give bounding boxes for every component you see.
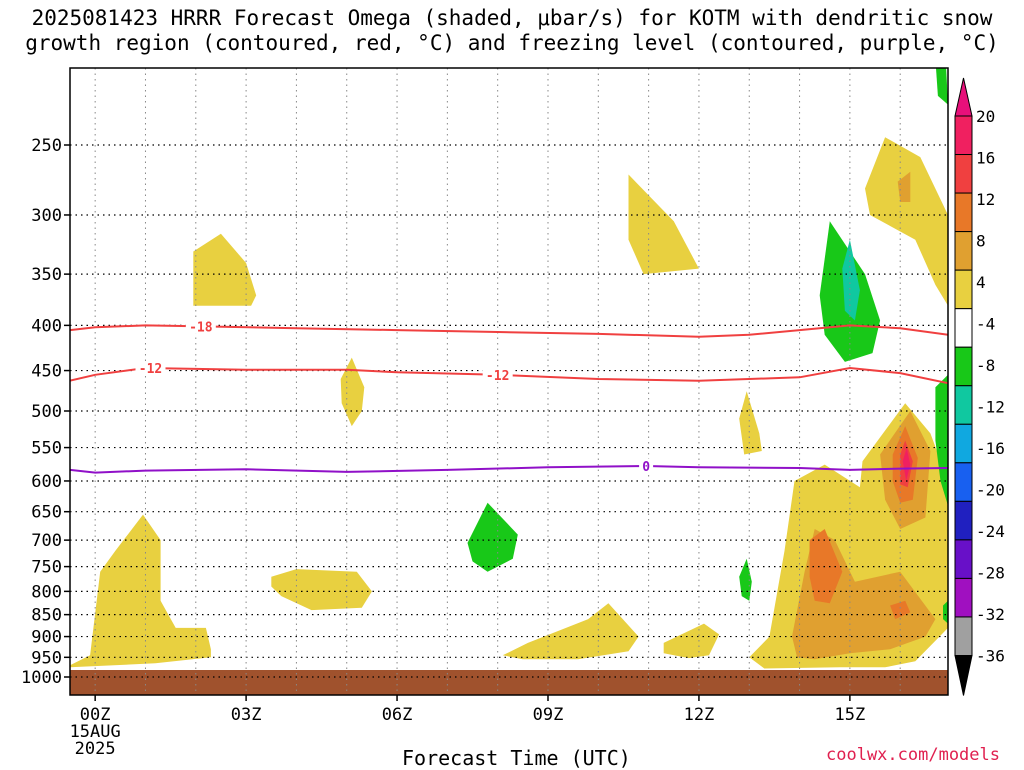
colorbar-box-4 [954,269,973,310]
x-axis-label: Forecast Time (UTC) [402,746,631,770]
colorbar-label-9: -20 [976,481,1005,500]
omega-region-5 [628,174,699,275]
grid-lines [70,68,948,695]
contour-label-0-0: -18 [189,320,213,335]
contour-label-bg-0-0 [185,319,216,334]
colorbar-label-7: -12 [976,398,1005,417]
omega-region-17 [902,447,911,481]
y-tick-label-850: 850 [31,606,62,626]
chart-title-line-1: 2025081423 HRRR Forecast Omega (shaded, … [31,6,993,30]
y-tick-label-750: 750 [31,558,62,578]
omega-region-0 [70,514,211,668]
colorbar-bottom-arrow [954,655,973,696]
x-tick-label-06Z: 06Z [382,705,413,725]
y-tick-label-600: 600 [31,472,62,492]
colorbar-label-12: -32 [976,605,1005,624]
plot-frame [69,67,949,696]
omega-region-21 [935,68,948,105]
contour-label-1-1: -12 [486,369,509,384]
colorbar-label-8: -16 [976,439,1005,458]
omega-region-12 [897,171,911,202]
colorbar-box-11 [954,539,973,579]
omega-region-13 [809,529,843,604]
colorbar-label-3: 8 [976,232,986,251]
y-tick-label-800: 800 [31,582,62,602]
omega-region-23 [943,600,948,624]
y-tick-label-1000: 1000 [21,668,62,688]
omega-region-7 [739,391,762,455]
colorbar-label-10: -24 [976,522,1005,541]
omega-region-4 [502,603,639,660]
colorbar-label-2: 12 [976,190,995,209]
y-tick-label-300: 300 [31,206,62,226]
y-tick-label-650: 650 [31,503,62,523]
x-tick-label-09Z: 09Z [533,705,564,725]
omega-region-24 [842,239,860,321]
x-tick-label-15Z: 15Z [835,705,866,725]
colorbar-label-13: -36 [976,647,1005,666]
x-tick-date: 15AUG [70,722,121,742]
y-tick-label-700: 700 [31,531,62,551]
colorbar-box-9 [954,462,973,502]
y-tick-label-250: 250 [31,136,62,156]
contour-line-0 [70,324,948,338]
contour-label-bg-1-0 [135,361,166,376]
y-tick-label-400: 400 [31,316,62,336]
temperature-contours [70,324,948,474]
contour-line-2 [70,464,948,474]
colorbar-box-6 [954,346,973,387]
colorbar-box-1 [954,154,973,194]
colorbar: 20 16 12 8 4 -4 -8 -12 -16 -20 -24 -28 -32 -36 [954,77,1005,696]
y-tick-label-550: 550 [31,439,62,459]
x-tick-label-12Z: 12Z [684,705,715,725]
contour-label-1-0: -12 [139,362,162,377]
colorbar-label-11: -28 [976,564,1005,583]
omega-region-18 [467,502,518,572]
y-tick-label-450: 450 [31,362,62,382]
x-tick-year: 2025 [75,739,116,759]
omega-region-9 [865,137,948,306]
colorbar-box-3 [954,231,973,271]
contour-label-bg-2-0 [639,458,654,473]
colorbar-label-1: 16 [976,149,995,168]
omega-region-1 [193,233,257,306]
colorbar-label-6: -8 [976,356,995,375]
y-axis-ticks: 2503003504004505005506006507007508008509… [21,136,70,688]
chart-title: 2025081423 HRRR Forecast Omega (shaded, … [0,6,1024,56]
omega-region-6 [663,623,720,659]
x-tick-label-03Z: 03Z [231,705,262,725]
contour-labels: -18 -12 -12 0 [135,319,654,475]
omega-region-22 [935,374,948,506]
y-tick-label-900: 900 [31,628,62,648]
colorbar-box-5 [954,308,973,348]
y-tick-label-950: 950 [31,648,62,668]
x-tick-label-00Z: 00Z [80,705,111,725]
omega-region-3 [340,357,365,427]
website-credit: coolwx.com/models [826,745,1000,765]
ground-shading [70,670,948,695]
colorbar-box-0 [954,115,973,156]
chart-title-line-2: growth region (contoured, red, °C) and f… [25,31,999,55]
omega-region-19 [739,558,752,601]
contour-label-2-0: 0 [642,460,650,475]
colorbar-box-2 [954,192,973,233]
colorbar-box-8 [954,423,973,464]
y-tick-label-500: 500 [31,402,62,422]
colorbar-box-13 [954,616,973,657]
colorbar-top-arrow [954,77,973,117]
colorbar-box-12 [954,577,973,618]
omega-region-2 [271,569,372,611]
colorbar-label-0: 20 [976,107,995,126]
contour-label-bg-1-1 [482,367,513,382]
colorbar-label-5: -4 [976,315,995,334]
y-tick-label-350: 350 [31,265,62,285]
omega-shaded-regions [70,68,948,669]
colorbar-box-7 [954,385,973,425]
colorbar-label-4: 4 [976,273,986,292]
colorbar-box-10 [954,500,973,541]
